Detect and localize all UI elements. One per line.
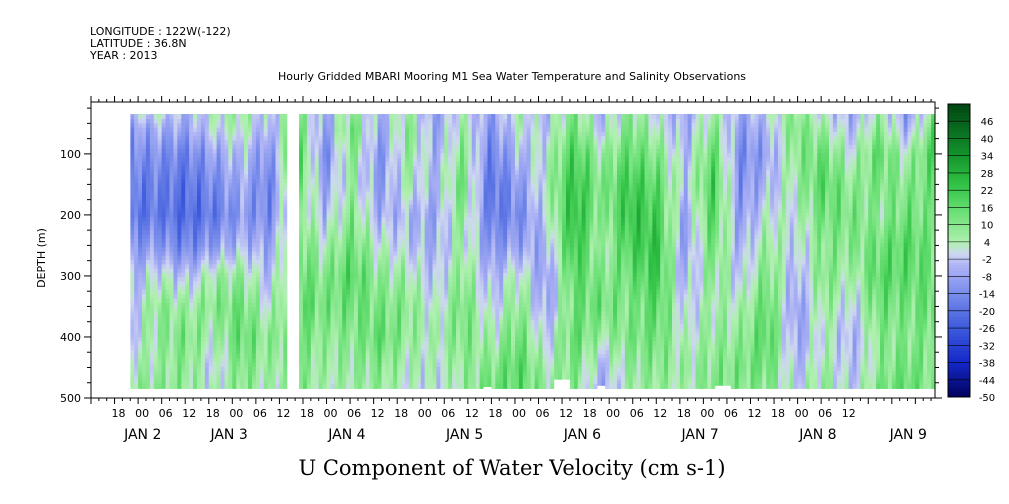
x-hour-tick-label: 12 (747, 407, 761, 420)
x-hour-tick-label: 18 (112, 407, 126, 420)
colorbar-level-label: -14 (979, 290, 995, 301)
x-day-label: JAN 6 (563, 427, 601, 443)
x-hour-tick-label: 18 (583, 407, 597, 420)
x-hour-tick-label: 12 (842, 407, 856, 420)
y-tick-label: 500 (60, 392, 81, 405)
x-hour-tick-label: 12 (276, 407, 290, 420)
y-tick-label: 400 (60, 331, 81, 344)
colorbar: 46 40 34 28 22 16 10 4 -2 -8 -14 -20 -26 -32 -38 -44 -50 (947, 103, 995, 404)
chart-title: Hourly Gridded MBARI Mooring M1 Sea Wate… (278, 70, 746, 83)
x-hour-tick-label: 06 (818, 407, 832, 420)
colorbar-level-label: 4 (984, 238, 990, 249)
x-day-label: JAN 5 (445, 427, 483, 443)
x-hour-tick-label: 18 (394, 407, 408, 420)
x-hour-tick-label: 00 (606, 407, 620, 420)
year-label: YEAR : 2013 (89, 49, 158, 62)
x-day-label: JAN 3 (209, 427, 247, 443)
x-hour-tick-label: 06 (724, 407, 738, 420)
x-day-label: JAN 9 (889, 427, 927, 443)
missing-data-masks (287, 112, 731, 398)
x-hour-tick-label: 18 (300, 407, 314, 420)
x-day-label: JAN 4 (327, 427, 365, 443)
x-hour-tick-label: 00 (135, 407, 149, 420)
colorbar-level-label: 46 (981, 117, 994, 128)
x-hour-tick-label: 06 (630, 407, 644, 420)
colorbar-level-label: -2 (982, 255, 992, 266)
x-hour-tick-label: 06 (253, 407, 267, 420)
latitude-label: LATITUDE : 36.8N (90, 37, 187, 50)
y-axis-label: DEPTH (m) (35, 228, 48, 288)
y-tick-label: 300 (60, 270, 81, 283)
colorbar-level-label: -26 (979, 324, 995, 335)
colorbar-level-label: -8 (982, 272, 992, 283)
x-hour-tick-label: 06 (159, 407, 173, 420)
colorbar-level-label: -38 (979, 359, 995, 370)
colorbar-level-label: -20 (979, 307, 995, 318)
x-hour-tick-label: 00 (324, 407, 338, 420)
x-hour-tick-label: 12 (182, 407, 196, 420)
x-hour-tick-label: 00 (795, 407, 809, 420)
x-hour-tick-label: 18 (206, 407, 220, 420)
y-axis-ticks: 100 200 300 400 500 (60, 107, 942, 405)
heatmap-field (130, 114, 936, 389)
x-hour-tick-label: 06 (441, 407, 455, 420)
x-hour-tick-label: 00 (700, 407, 714, 420)
x-hour-tick-label: 12 (371, 407, 385, 420)
colorbar-level-label: 10 (981, 221, 994, 232)
plot-frame (90, 101, 936, 399)
colorbar-level-label: 16 (981, 203, 994, 214)
x-hour-tick-label: 12 (653, 407, 667, 420)
x-hour-tick-label: 18 (488, 407, 502, 420)
x-axis-ticks: 18 00 06 12 18 00 06 12 18 00 06 12 18 00 06 12 18 00 06 12… (90, 96, 932, 443)
x-hour-tick-label: 00 (418, 407, 432, 420)
colorbar-level-label: 22 (981, 186, 994, 197)
colorbar-level-label: 34 (981, 152, 994, 163)
colorbar-level-label: 40 (981, 134, 994, 145)
x-hour-tick-label: 18 (771, 407, 785, 420)
x-hour-tick-label: 12 (465, 407, 479, 420)
x-day-label: JAN 8 (798, 427, 836, 443)
colorbar-level-label: -44 (979, 376, 995, 387)
x-hour-tick-label: 18 (677, 407, 691, 420)
x-day-label: JAN 7 (681, 427, 719, 443)
y-tick-label: 100 (60, 148, 81, 161)
x-hour-tick-label: 00 (229, 407, 243, 420)
x-hour-tick-label: 06 (536, 407, 550, 420)
y-tick-label: 200 (60, 209, 81, 222)
longitude-label: LONGITUDE : 122W(-122) (90, 25, 231, 38)
colorbar-level-label: 28 (981, 169, 994, 180)
x-hour-tick-label: 00 (512, 407, 526, 420)
x-day-label: JAN 2 (123, 427, 161, 443)
x-hour-tick-label: 12 (559, 407, 573, 420)
x-hour-tick-label: 06 (347, 407, 361, 420)
x-axis-title: U Component of Water Velocity (cm s-1) (298, 456, 725, 480)
colorbar-level-label: -32 (979, 341, 995, 352)
colorbar-level-label: -50 (979, 393, 995, 404)
